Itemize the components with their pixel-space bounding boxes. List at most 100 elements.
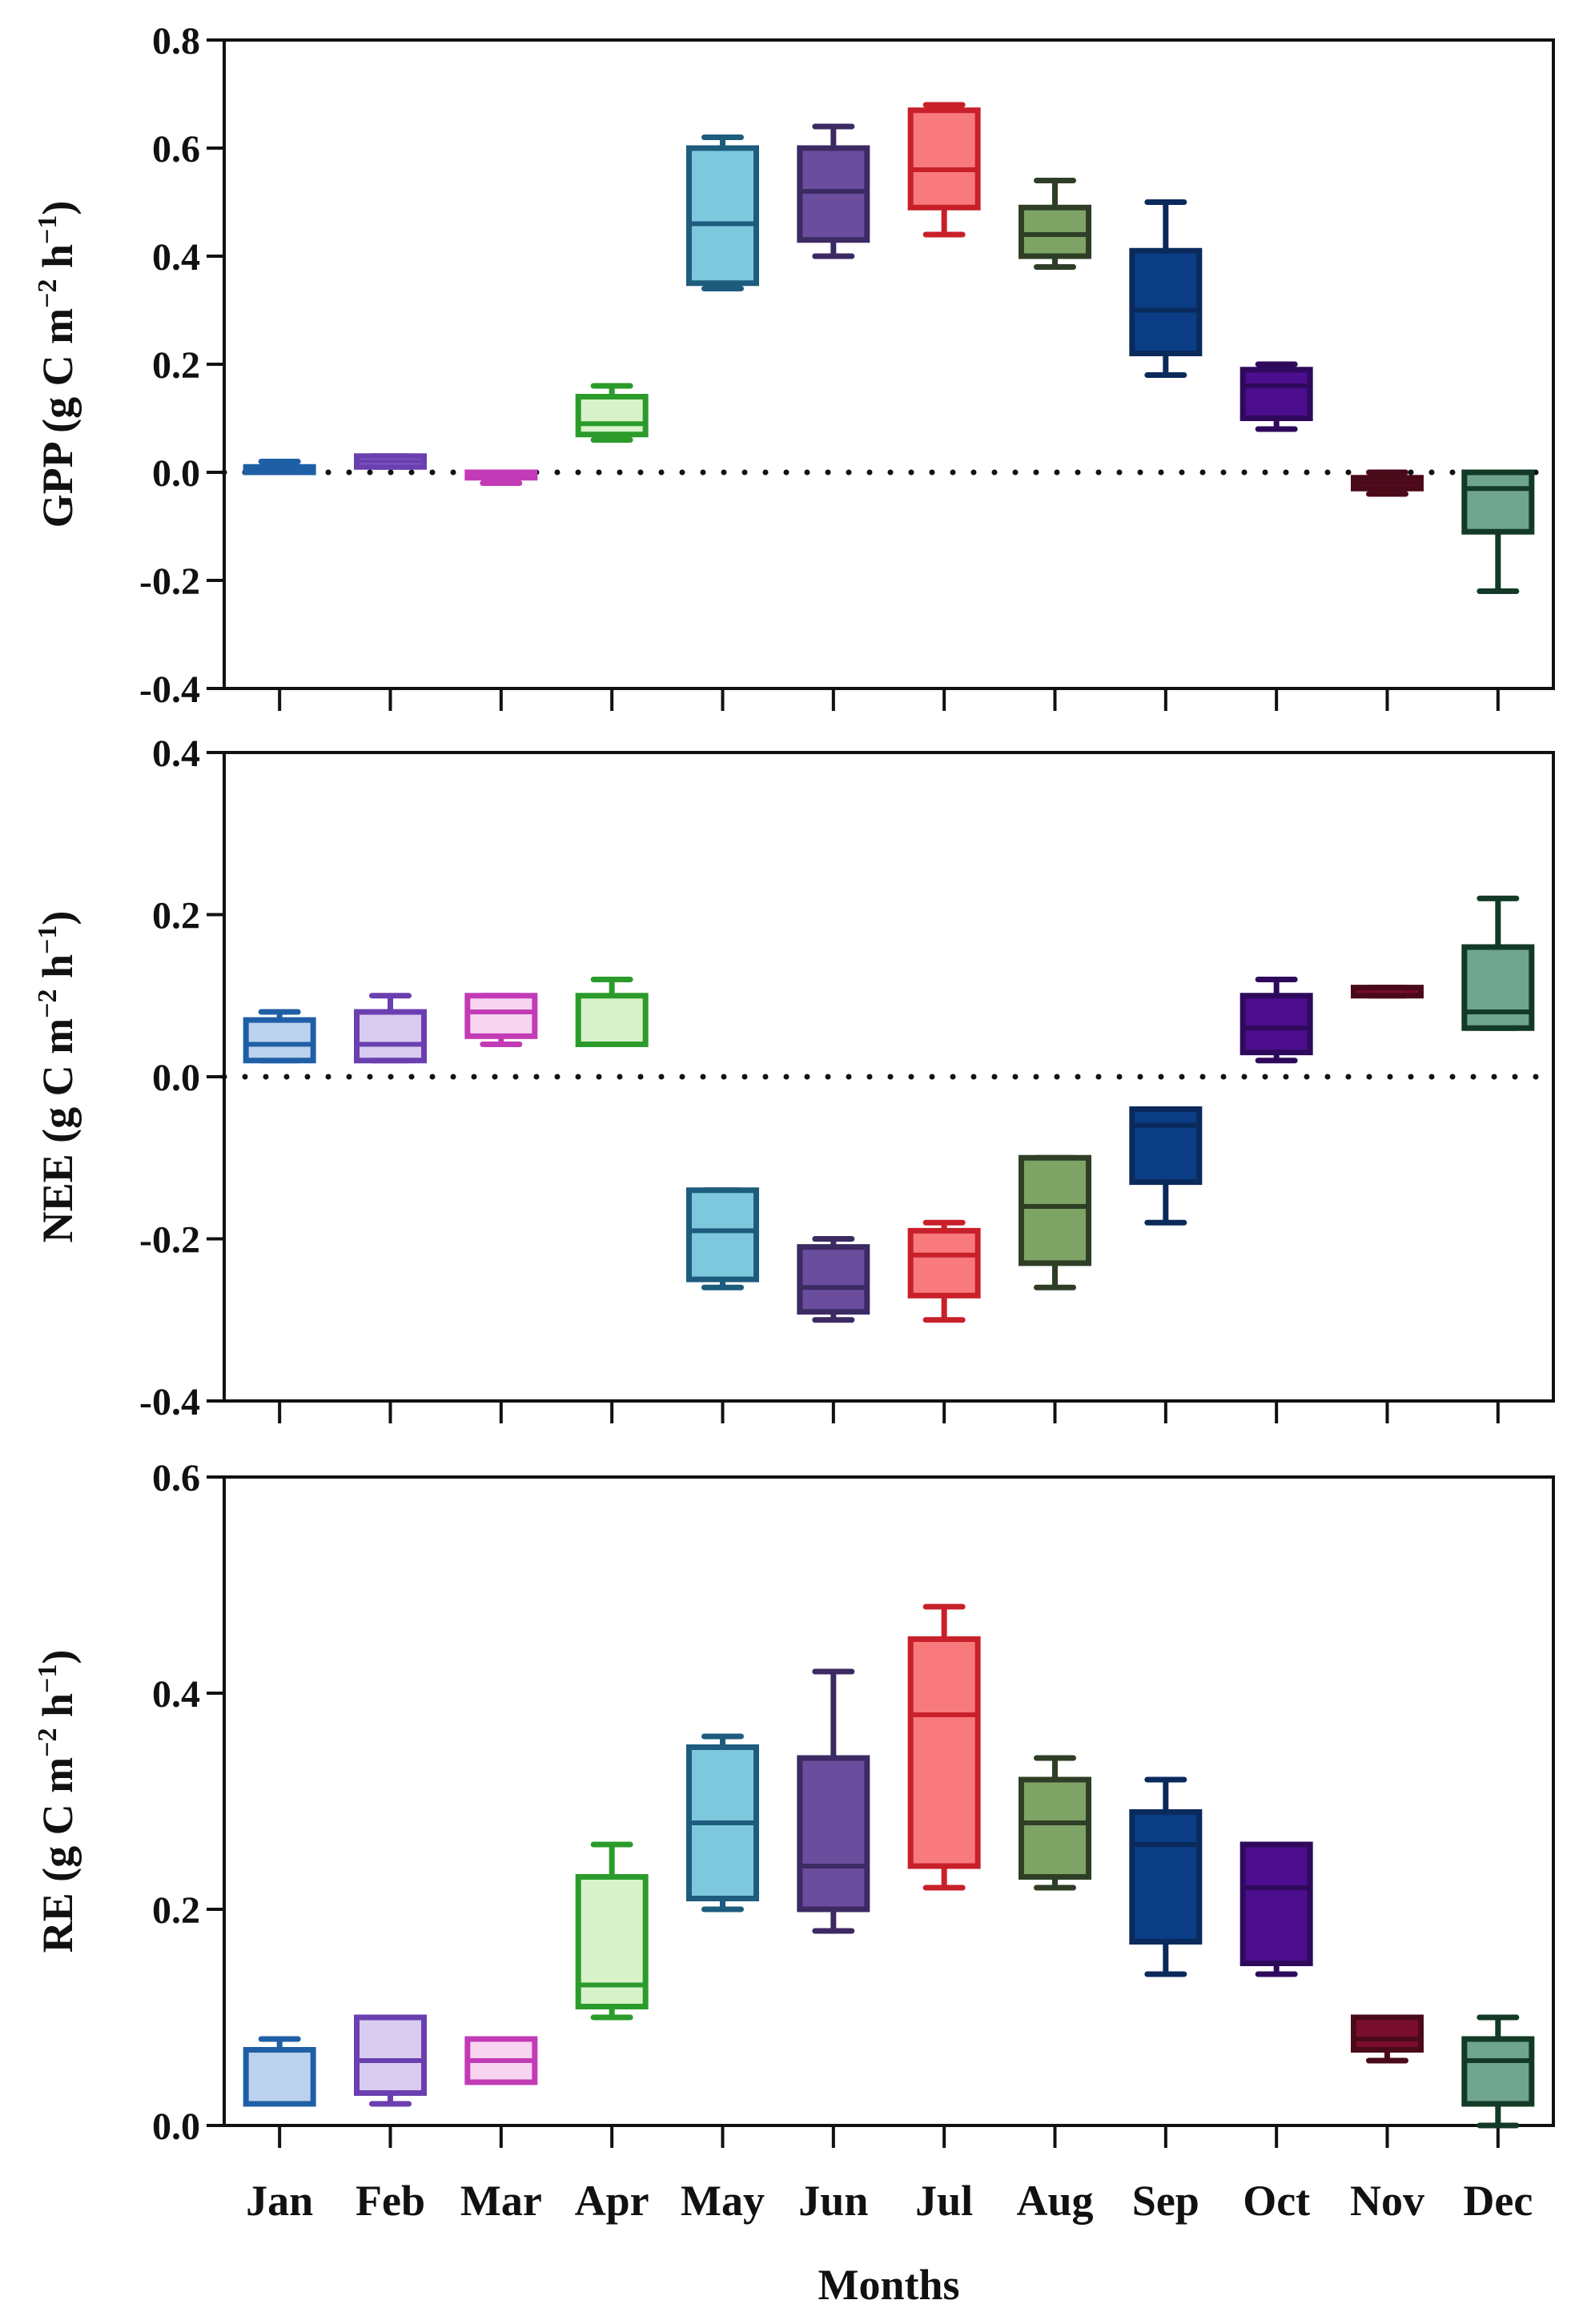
y-tick-label: 0.0 (152, 452, 200, 495)
y-tick-label: 0.6 (152, 1457, 200, 1499)
box-apr (575, 977, 649, 1047)
box-jun (797, 1668, 870, 1934)
iqr-box (1019, 1154, 1091, 1266)
iqr-box (575, 993, 649, 1047)
box-dec (1461, 895, 1535, 1031)
iqr-box (1129, 247, 1203, 356)
box-dec (1461, 469, 1535, 594)
iqr-box (797, 1244, 870, 1315)
iqr-box (464, 993, 538, 1039)
box-mar (464, 2036, 538, 2085)
box-nov (1351, 2014, 1424, 2064)
x-tick-label-oct: Oct (1243, 2177, 1310, 2225)
y-tick-label: 0.8 (152, 20, 200, 62)
iqr-box (1240, 367, 1313, 421)
y-tick-label: -0.4 (139, 1381, 200, 1423)
y-axis-title-nee: NEE (g C m−2 h−1) (33, 911, 82, 1243)
iqr-box (243, 1017, 316, 1064)
iqr-box (354, 1009, 427, 1064)
y-tick-label: 0.0 (152, 2105, 200, 2148)
plot-frame (223, 38, 1555, 690)
box-feb (354, 993, 427, 1064)
iqr-box (354, 2014, 427, 2096)
box-oct (1240, 1841, 1313, 1977)
x-tick-label-dec: Dec (1463, 2177, 1533, 2225)
y-tick-label: -0.4 (139, 668, 200, 711)
iqr-box (907, 107, 981, 211)
box-dec (1461, 2014, 1535, 2129)
x-tick-label-may: May (681, 2177, 765, 2225)
box-oct (1240, 977, 1313, 1064)
y-tick-label: -0.2 (139, 1219, 200, 1262)
box-jan (243, 2036, 316, 2107)
box-jul (907, 1219, 981, 1323)
x-tick-label-jan: Jan (246, 2177, 313, 2225)
box-sep (1129, 1106, 1203, 1226)
box-jun (797, 1236, 870, 1323)
box-apr (575, 383, 649, 443)
iqr-box (686, 1187, 759, 1282)
x-tick-label-jul: Jul (915, 2177, 973, 2225)
iqr-box (1129, 1106, 1203, 1186)
iqr-box (1461, 2036, 1535, 2107)
box-jul (907, 102, 981, 238)
y-axis-title-gpp: GPP (g C m−2 h−1) (33, 201, 82, 528)
x-tick-label-aug: Aug (1016, 2177, 1093, 2225)
box-jan (243, 459, 316, 476)
iqr-box (1461, 944, 1535, 1031)
box-jul (907, 1604, 981, 1891)
y-tick-label: 0.6 (152, 128, 200, 171)
iqr-box (797, 145, 870, 243)
iqr-box (1019, 1776, 1091, 1880)
box-may (686, 1187, 759, 1290)
box-may (686, 1733, 759, 1913)
y-tick-label: 0.4 (152, 236, 200, 279)
panel-nee: -0.4 -0.2 0.0 0.2 0.4 NEE (g C m−2 h−1) (33, 733, 1557, 1423)
iqr-box (907, 1636, 981, 1869)
iqr-box (1351, 2014, 1424, 2053)
box-feb (354, 453, 427, 470)
panel-gpp: -0.4 -0.2 0.0 0.2 0.4 0.6 0.8 GPP (g C m−2 h−1) (33, 20, 1557, 711)
panel-re: 0.0 0.2 0.4 0.6 RE (g C m−2 h−1) (33, 1457, 1555, 2148)
box-mar (464, 993, 538, 1047)
iqr-box (797, 1755, 870, 1913)
x-tick-label-feb: Feb (356, 2177, 425, 2225)
box-may (686, 134, 759, 291)
box-apr (575, 1841, 649, 2021)
iqr-box (1129, 1809, 1203, 1945)
box-aug (1019, 178, 1091, 270)
box-mar (464, 469, 538, 486)
y-axis-title-re: RE (g C m−2 h−1) (33, 1650, 82, 1953)
panels-group: -0.4 -0.2 0.0 0.2 0.4 0.6 0.8 GPP (g C m−2 h−1)… (33, 20, 1557, 2225)
box-aug (1019, 1154, 1091, 1290)
y-tick-label: 0.0 (152, 1057, 200, 1099)
iqr-box (907, 1227, 981, 1298)
box-sep (1129, 1776, 1203, 1977)
y-tick-label: 0.4 (152, 733, 200, 775)
x-tick-label-mar: Mar (460, 2177, 542, 2225)
y-tick-label: 0.2 (152, 895, 200, 937)
iqr-box (1461, 469, 1535, 535)
box-oct (1240, 361, 1313, 432)
y-tick-label: 0.4 (152, 1673, 200, 1716)
iqr-box (1240, 1841, 1313, 1966)
box-sep (1129, 199, 1203, 378)
x-axis-title: Months (818, 2261, 959, 2309)
iqr-box (243, 2047, 316, 2107)
y-tick-label: 0.2 (152, 1889, 200, 1932)
iqr-box (575, 394, 649, 438)
box-nov (1351, 985, 1424, 999)
plot-frame (223, 1475, 1555, 2127)
y-tick-label: -0.2 (139, 560, 200, 603)
x-tick-label-nov: Nov (1350, 2177, 1424, 2225)
iqr-box (1019, 204, 1091, 259)
box-aug (1019, 1755, 1091, 1891)
y-tick-label: 0.2 (152, 344, 200, 387)
x-tick-label-jun: Jun (798, 2177, 868, 2225)
box-feb (354, 2014, 427, 2107)
x-tick-label-apr: Apr (575, 2177, 649, 2225)
iqr-box (1240, 993, 1313, 1056)
iqr-box (686, 145, 759, 287)
